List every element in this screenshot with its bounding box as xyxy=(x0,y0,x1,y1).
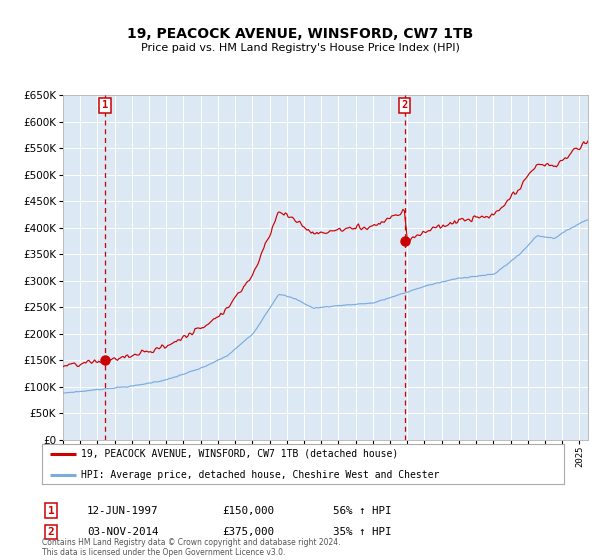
Text: 12-JUN-1997: 12-JUN-1997 xyxy=(87,506,158,516)
Text: £375,000: £375,000 xyxy=(222,527,274,537)
Text: 19, PEACOCK AVENUE, WINSFORD, CW7 1TB (detached house): 19, PEACOCK AVENUE, WINSFORD, CW7 1TB (d… xyxy=(81,449,398,459)
Text: 56% ↑ HPI: 56% ↑ HPI xyxy=(333,506,392,516)
Text: 1: 1 xyxy=(102,100,108,110)
Text: 19, PEACOCK AVENUE, WINSFORD, CW7 1TB: 19, PEACOCK AVENUE, WINSFORD, CW7 1TB xyxy=(127,27,473,41)
Text: £150,000: £150,000 xyxy=(222,506,274,516)
Text: Price paid vs. HM Land Registry's House Price Index (HPI): Price paid vs. HM Land Registry's House … xyxy=(140,43,460,53)
Text: 35% ↑ HPI: 35% ↑ HPI xyxy=(333,527,392,537)
Text: 2: 2 xyxy=(401,100,407,110)
Text: 2: 2 xyxy=(47,527,55,537)
Text: HPI: Average price, detached house, Cheshire West and Chester: HPI: Average price, detached house, Ches… xyxy=(81,470,440,480)
Text: 03-NOV-2014: 03-NOV-2014 xyxy=(87,527,158,537)
Text: 1: 1 xyxy=(47,506,55,516)
Text: Contains HM Land Registry data © Crown copyright and database right 2024.
This d: Contains HM Land Registry data © Crown c… xyxy=(42,538,341,557)
